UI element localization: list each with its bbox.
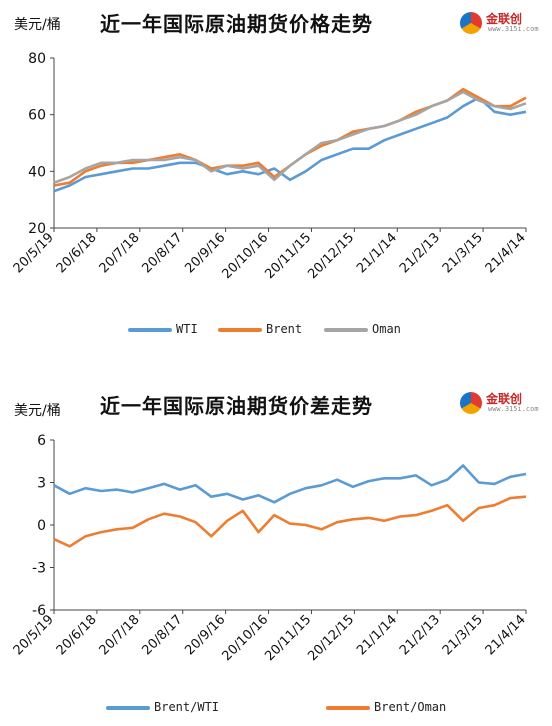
logo-subtext-2-icon: www.315i.com (488, 405, 539, 413)
y-tick-label: 20 (28, 221, 46, 237)
y-tick-label: 0 (37, 518, 46, 534)
legend-label-brent-wti: Brent/WTI (154, 700, 220, 714)
x-tick-label: 20/8/17 (140, 612, 186, 658)
price-chart-unit: 美元/桶 (14, 17, 61, 33)
x-tick-label: 20/6/18 (54, 230, 100, 276)
x-tick-label: 21/1/14 (354, 230, 400, 276)
legend-label-brent: Brent (266, 322, 303, 336)
y-tick-label: 80 (28, 51, 46, 67)
spread-chart-unit: 美元/桶 (14, 403, 61, 419)
legend-swatch-brent-oman (326, 705, 370, 710)
x-tick-label: 21/2/13 (397, 612, 443, 658)
legend-item-brent-oman: Brent/Oman (326, 700, 446, 714)
logo-wordmark-2-icon: 金联创 (486, 392, 523, 406)
spread-chart-legend: Brent/WTI Brent/Oman (0, 700, 552, 720)
legend-swatch-brent (218, 327, 262, 332)
x-tick-label: 20/11/15 (262, 612, 314, 664)
x-tick-label: 20/8/17 (140, 230, 186, 276)
x-tick-label: 21/1/14 (354, 612, 400, 658)
legend-swatch-oman (324, 327, 368, 332)
logo: 金联创 www.315i.com (460, 10, 546, 38)
legend-swatch-brent-wti (106, 705, 150, 710)
x-tick-label: 20/5/19 (11, 230, 57, 276)
x-tick-label: 20/11/15 (262, 230, 314, 282)
legend-swatch-wti (128, 327, 172, 332)
x-tick-label: 20/12/15 (305, 612, 357, 664)
spread-chart-panel: 美元/桶 近一年国际原油期货价差走势 金联创 www.315i.com 6 3 0 -… (0, 380, 552, 726)
logo-mark-2-icon (460, 392, 482, 414)
price-chart-panel: 美元/桶 近一年国际原油期货价格走势 金联创 www.315i.com 20 40… (0, 0, 552, 362)
logo-subtext-icon: www.315i.com (488, 25, 539, 33)
x-tick-label: 20/7/18 (97, 230, 143, 276)
y-tick-label: -3 (32, 561, 46, 577)
x-tick-label: 20/6/18 (54, 612, 100, 658)
legend-item-oman: Oman (324, 322, 401, 336)
y-tick-label: 6 (37, 433, 46, 449)
y-tick-label: -6 (32, 603, 46, 619)
logo-mark-icon (460, 12, 482, 34)
x-tick-label: 21/4/14 (483, 612, 529, 658)
y-tick-label: 40 (28, 164, 46, 180)
legend-item-brent: Brent (218, 322, 302, 336)
x-tick-label: 20/5/19 (11, 612, 57, 658)
y-tick-label: 3 (37, 476, 46, 492)
logo-wordmark-icon: 金联创 (486, 12, 523, 26)
x-tick-label: 21/3/15 (440, 612, 486, 658)
spread-chart-title: 近一年国际原油期货价差走势 (100, 394, 373, 418)
x-tick-label: 21/2/13 (397, 230, 443, 276)
series-line-brent-wti (53, 464, 527, 504)
x-tick-label: 21/3/15 (440, 230, 486, 276)
legend-label-brent-oman: Brent/Oman (374, 700, 447, 714)
price-chart-legend: WTI Brent Oman (0, 322, 552, 342)
x-tick-label: 20/10/16 (219, 230, 271, 282)
price-chart-svg: 2040608020/5/1920/6/1820/7/1820/8/1720/9… (11, 51, 529, 282)
spread-chart-svg: 630-3-620/5/1920/6/1820/7/1820/8/1720/9/… (11, 433, 529, 664)
series-line-brent-oman (53, 495, 527, 548)
legend-label-oman: Oman (372, 322, 401, 336)
legend-label-wti: WTI (176, 322, 198, 336)
logo-2: 金联创 www.315i.com (460, 390, 546, 418)
x-tick-label: 20/7/18 (97, 612, 143, 658)
y-tick-label: 60 (28, 108, 46, 124)
x-tick-label: 20/12/15 (305, 230, 357, 282)
legend-item-brent-wti: Brent/WTI (106, 700, 219, 714)
price-chart-title: 近一年国际原油期货价格走势 (100, 12, 373, 36)
legend-item-wti: WTI (128, 322, 198, 336)
series-line-oman (53, 90, 527, 184)
x-tick-label: 21/4/14 (483, 230, 529, 276)
x-tick-label: 20/10/16 (219, 612, 271, 664)
series-line-wti (53, 96, 527, 193)
